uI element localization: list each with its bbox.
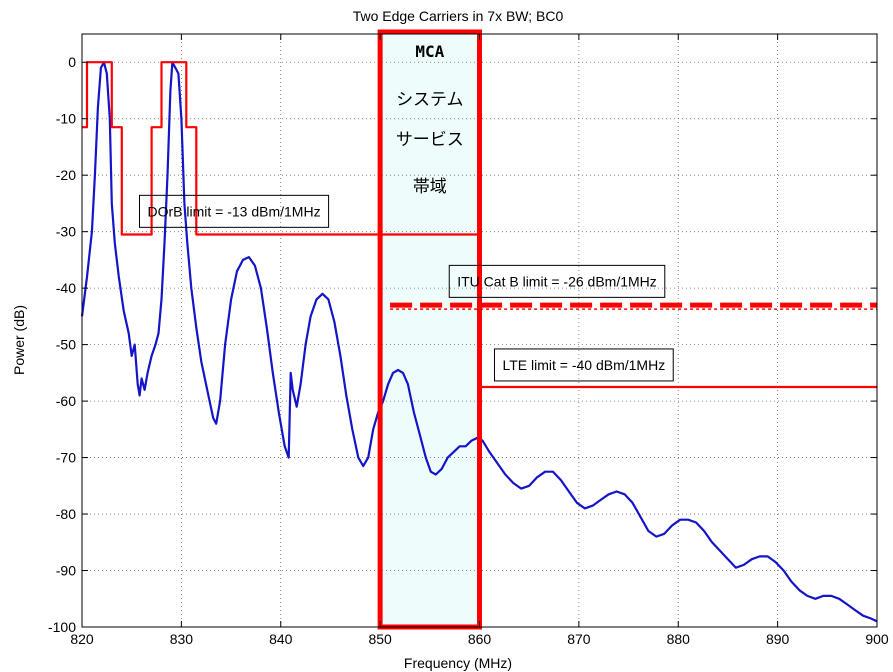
tick-layer: 820 830 840 850 860 870 880 890 900 0 -10 -20 -30 -40… bbox=[48, 34, 889, 647]
annotation-text: DOrB limit = -13 dBm/1MHz bbox=[147, 203, 320, 219]
y-tick-label: -40 bbox=[56, 280, 76, 296]
x-axis-title: Frequency (MHz) bbox=[404, 655, 512, 671]
series-layer bbox=[80, 61, 878, 623]
y-tick-label: -80 bbox=[56, 506, 76, 522]
band-fill bbox=[380, 32, 480, 627]
band-label-line: サービス bbox=[396, 130, 464, 150]
y-tick-label: -10 bbox=[56, 111, 76, 127]
annotation-box bbox=[493, 348, 674, 382]
band-label-line: システム bbox=[396, 90, 464, 110]
x-tick-label: 820 bbox=[70, 631, 94, 647]
y-tick-label: -30 bbox=[56, 224, 76, 240]
x-tick-label: 840 bbox=[269, 631, 293, 647]
y-tick-label: -90 bbox=[56, 563, 76, 579]
x-tick-label: 880 bbox=[667, 631, 691, 647]
series-line-0 bbox=[80, 61, 878, 623]
x-tick-label: 890 bbox=[766, 631, 790, 647]
band-label-line: 帯域 bbox=[413, 177, 447, 197]
annotation-box bbox=[138, 194, 330, 228]
annotation-box bbox=[448, 264, 666, 298]
chart-title: Two Edge Carriers in 7x BW; BC0 bbox=[353, 8, 564, 24]
y-tick-label: -60 bbox=[56, 393, 76, 409]
x-tick-label: 830 bbox=[170, 631, 194, 647]
annotation-text: LTE limit = -40 dBm/1MHz bbox=[502, 357, 665, 373]
y-tick-label: -50 bbox=[56, 337, 76, 353]
y-axis-title: Power (dB) bbox=[11, 305, 27, 375]
band-label-line: MCA bbox=[415, 42, 444, 61]
annotation-text: ITU Cat B limit = -26 dBm/1MHz bbox=[457, 273, 657, 289]
y-tick-label: -100 bbox=[48, 619, 76, 635]
series-line-1 bbox=[82, 61, 480, 236]
y-tick-label: -70 bbox=[56, 450, 76, 466]
y-tick-label: 0 bbox=[68, 54, 76, 70]
x-tick-label: 900 bbox=[865, 631, 889, 647]
x-tick-label: 860 bbox=[468, 631, 492, 647]
y-tick-label: -20 bbox=[56, 167, 76, 183]
x-tick-label: 850 bbox=[368, 631, 392, 647]
x-tick-label: 870 bbox=[567, 631, 591, 647]
